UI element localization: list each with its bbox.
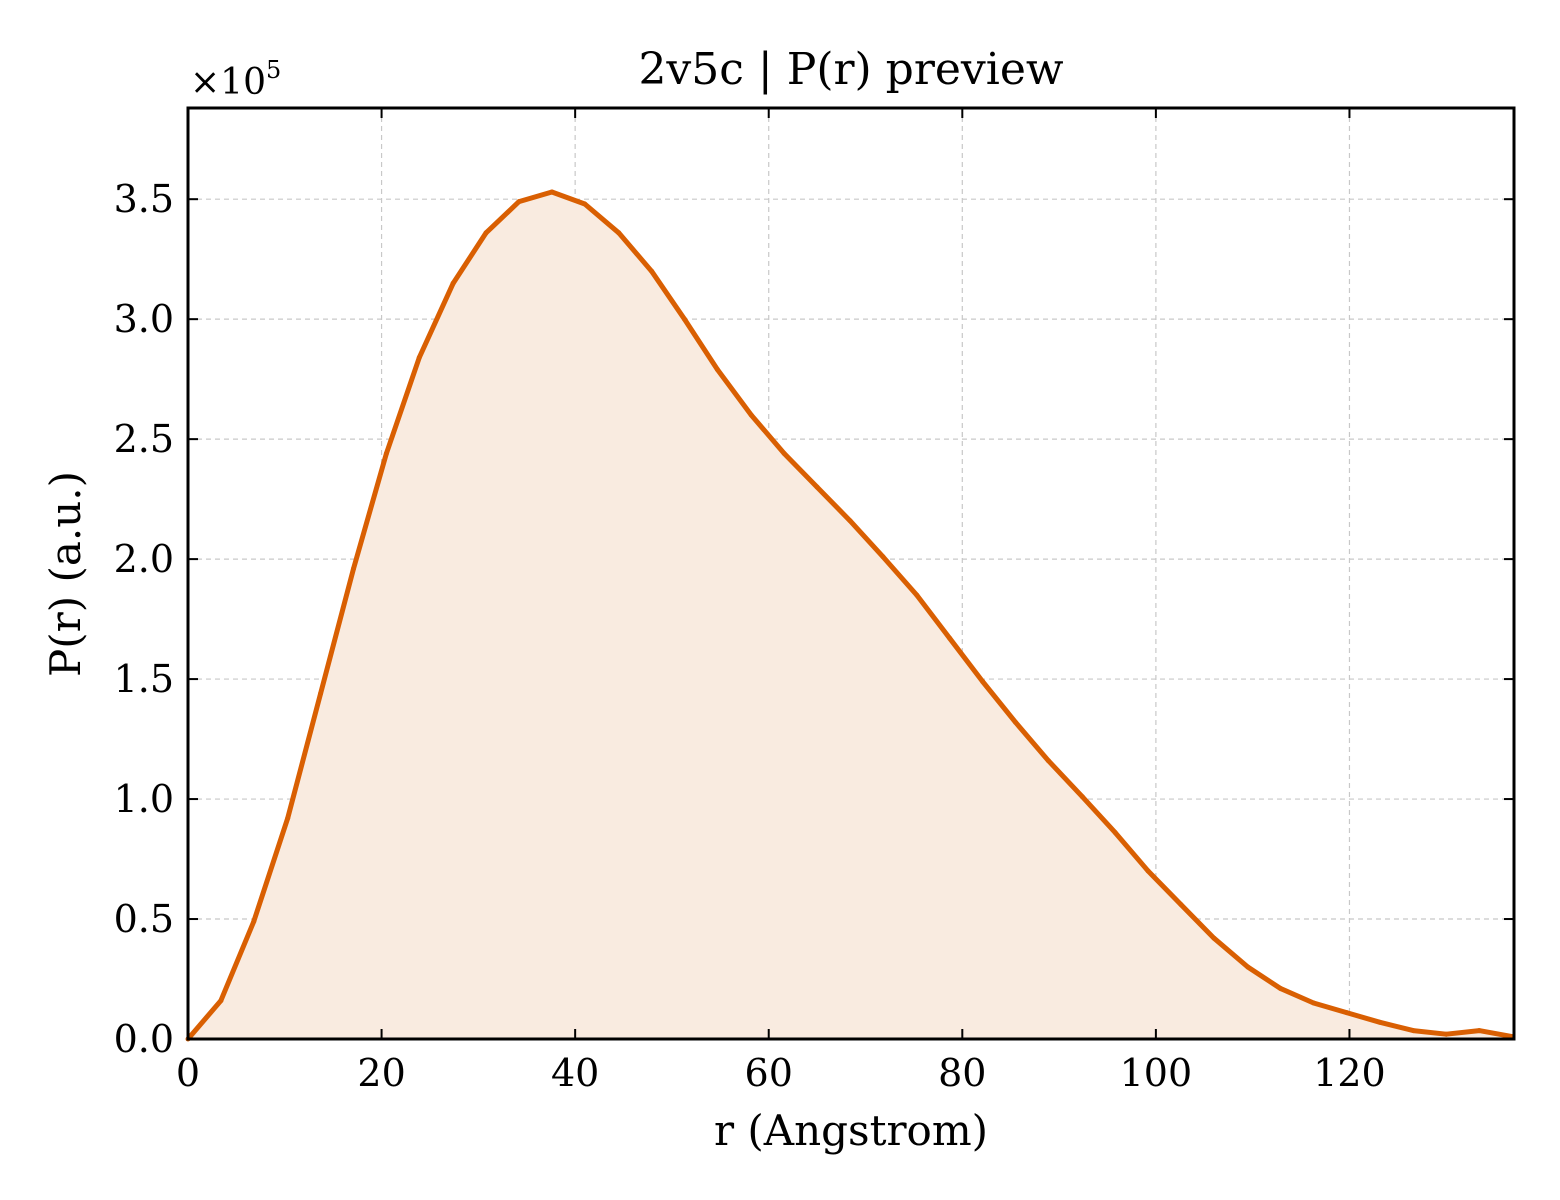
data-point: [714, 367, 720, 372]
data-point: [814, 484, 820, 490]
data-point: [1079, 794, 1085, 800]
y-tick-label: 1.5: [114, 657, 174, 701]
y-tick-label: 2.0: [114, 537, 174, 581]
data-point: [880, 554, 886, 560]
data-point: [947, 635, 953, 641]
data-point: [516, 199, 522, 205]
data-point: [285, 815, 291, 821]
y-axis-offset-exponent: 5: [266, 56, 281, 84]
data-point: [1344, 1010, 1350, 1016]
data-point: [1410, 1028, 1416, 1034]
data-point: [649, 268, 655, 274]
data-point: [1013, 719, 1018, 725]
data-point: [549, 189, 555, 195]
data-point: [1443, 1031, 1449, 1037]
data-point: [582, 201, 588, 207]
y-tick-label: 0.0: [114, 1017, 174, 1061]
data-point: [1211, 935, 1217, 941]
data-point: [251, 918, 257, 924]
x-tick-label: 0: [176, 1051, 200, 1095]
data-point: [318, 691, 324, 696]
data-point: [847, 518, 853, 524]
y-tick-labels: 0.0 0.5 1.0 1.5 2.0 2.5 3.0 3.5: [114, 177, 174, 1061]
data-point: [616, 230, 622, 236]
y-axis-label: P(r) (a.u.): [41, 471, 90, 677]
x-tick-label: 80: [938, 1051, 986, 1095]
plot-frame: [186, 106, 1516, 1041]
chart-title: 2v5c | P(r) preview: [638, 44, 1063, 95]
data-point: [1245, 964, 1251, 970]
x-tick-labels: 0 20 40 60 80 100 120: [176, 1051, 1386, 1095]
x-tick-label: 20: [357, 1051, 405, 1095]
data-point: [748, 412, 754, 418]
data-point: [1377, 1019, 1382, 1025]
data-point: [682, 316, 687, 322]
data-point: [416, 355, 422, 360]
data-point: [450, 280, 456, 286]
y-axis-offset: ×105: [190, 56, 281, 103]
data-point: [1178, 902, 1184, 908]
tick-marks: [187, 108, 1514, 1040]
x-tick-label: 120: [1313, 1051, 1386, 1095]
y-tick-label: 2.5: [114, 417, 174, 461]
x-tick-label: 60: [745, 1051, 793, 1095]
data-point: [383, 451, 389, 456]
series-area-fill: [188, 192, 1513, 1039]
y-tick-label: 3.5: [114, 177, 174, 221]
y-tick-label: 0.5: [114, 897, 174, 941]
data-point: [1311, 1000, 1317, 1006]
x-tick-label: 40: [551, 1051, 599, 1095]
data-point: [1112, 830, 1118, 836]
data-point: [1045, 758, 1051, 764]
data-point: [980, 679, 986, 684]
y-tick-label: 3.0: [114, 297, 174, 341]
y-tick-label: 1.0: [114, 777, 174, 821]
data-point: [1476, 1028, 1482, 1034]
data-point: [1278, 986, 1284, 992]
data-point: [1145, 868, 1151, 874]
data-point: [914, 592, 920, 598]
x-tick-label: 100: [1120, 1051, 1193, 1095]
data-point: [351, 566, 356, 572]
y-axis-offset-base: ×10: [190, 62, 266, 103]
data-point: [483, 230, 489, 236]
data-point: [781, 451, 787, 456]
x-axis-label: r (Angstrom): [714, 1106, 988, 1155]
data-point: [218, 998, 224, 1004]
